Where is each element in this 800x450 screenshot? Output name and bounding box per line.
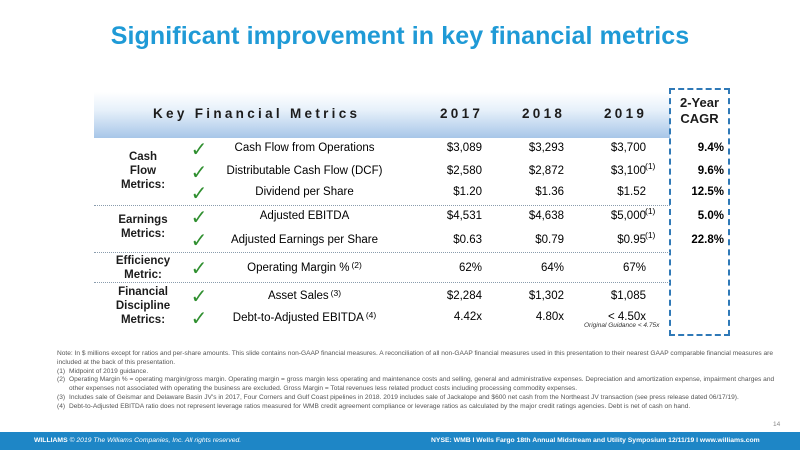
value-2019: < 4.50x — [607, 311, 646, 323]
group-divider — [94, 282, 670, 283]
footnote-marker: (1) — [645, 206, 656, 216]
table-header-label: Key Financial Metrics — [153, 106, 361, 121]
green-checkmark-icon: ✓ — [190, 256, 208, 280]
group-divider — [94, 205, 670, 206]
value-2017: $2,284 — [446, 290, 482, 302]
footnote-item: (1) Midpoint of 2019 guidance. — [57, 367, 149, 375]
cagr-value: 12.5% — [691, 186, 724, 198]
guidance-note: Original Guidance < 4.75x — [584, 322, 660, 329]
metric-label: Operating Margin % (2) — [247, 260, 362, 274]
year-header-2018: 2018 — [522, 106, 566, 121]
footnote-marker: (1) — [645, 230, 656, 240]
green-checkmark-icon: ✓ — [190, 228, 208, 252]
value-2019: 67% — [622, 262, 646, 274]
group-label-earnings: Earnings Metrics: — [118, 214, 168, 240]
value-2018: $0.79 — [535, 234, 564, 246]
footnote-item: (2) Operating Margin % = operating margi… — [57, 376, 775, 393]
group-label-cash-flow: Cash Flow Metrics: — [120, 151, 166, 191]
footer-copyright: WILLIAMS © 2019 The Williams Companies, … — [34, 437, 241, 444]
footnote-item: (4) Debt-to-Adjusted EBITDA ratio does n… — [57, 402, 691, 410]
value-2019: $3,700 — [610, 142, 646, 154]
cagr-header-line2: CAGR — [680, 111, 719, 126]
year-header-2019: 2019 — [604, 106, 648, 121]
slide-title: Significant improvement in key financial… — [110, 22, 690, 50]
green-checkmark-icon: ✓ — [190, 205, 208, 229]
value-2019: $1,085 — [610, 290, 646, 302]
group-divider — [94, 252, 670, 253]
value-2018: $3,293 — [528, 142, 564, 154]
footnote-marker: (3) — [330, 288, 342, 298]
value-2018: $1,302 — [528, 290, 564, 302]
metric-label: Dividend per Share — [255, 186, 354, 198]
green-checkmark-icon: ✓ — [190, 284, 208, 308]
green-checkmark-icon: ✓ — [190, 137, 208, 161]
green-checkmark-icon: ✓ — [190, 160, 208, 184]
table-header-band — [94, 92, 670, 138]
group-label-efficiency: Efficiency Metric: — [115, 255, 171, 281]
value-2018: 64% — [540, 262, 564, 274]
value-2017: $2,580 — [446, 165, 482, 177]
green-checkmark-icon: ✓ — [190, 306, 208, 330]
cagr-header-line1: 2-Year — [679, 95, 720, 110]
cagr-header: 2-Year CAGR — [671, 95, 728, 127]
footer-bar — [0, 432, 800, 450]
metric-label: Adjusted Earnings per Share — [230, 234, 379, 246]
footnote-item: (3) Includes sale of Geismar and Delawar… — [57, 393, 739, 401]
value-2018: $4,638 — [528, 210, 564, 222]
brand-name: WILLIAMS — [34, 437, 68, 444]
value-2017: 4.42x — [453, 311, 482, 323]
metric-label: Debt-to-Adjusted EBITDA (4) — [232, 310, 377, 324]
footnote-marker: (4) — [365, 310, 377, 320]
notes-intro: Note: In $ millions except for ratios an… — [57, 350, 774, 366]
cagr-value: 5.0% — [697, 210, 724, 222]
green-checkmark-icon: ✓ — [190, 181, 208, 205]
value-2017: 62% — [458, 262, 482, 274]
value-2018: 4.80x — [535, 311, 564, 323]
metric-label: Distributable Cash Flow (DCF) — [226, 165, 383, 177]
footnotes: Note: In $ millions except for ratios an… — [57, 350, 777, 412]
cagr-value: 22.8% — [691, 234, 724, 246]
cagr-value: 9.4% — [697, 142, 724, 154]
metric-label: Adjusted EBITDA — [259, 210, 350, 222]
cagr-highlight-box — [669, 88, 730, 336]
group-label-financial-discipline: Financial Discipline Metrics: — [115, 286, 171, 326]
metric-label: Asset Sales (3) — [267, 288, 342, 302]
value-2019: $0.95 — [617, 234, 646, 246]
value-2019: $3,100 — [610, 165, 646, 177]
metric-label: Cash Flow from Operations — [234, 142, 375, 154]
value-2017: $1.20 — [453, 186, 482, 198]
value-2017: $0.63 — [453, 234, 482, 246]
copyright-text: © 2019 The Williams Companies, Inc. All … — [69, 437, 242, 444]
year-header-2017: 2017 — [440, 106, 484, 121]
footer-event-info: NYSE: WMB I Wells Fargo 18th Annual Mids… — [431, 437, 760, 444]
value-2018: $2,872 — [528, 165, 564, 177]
value-2017: $3,089 — [446, 142, 482, 154]
value-2017: $4,531 — [446, 210, 482, 222]
value-2018: $1.36 — [535, 186, 564, 198]
footnote-marker: (1) — [645, 161, 656, 171]
cagr-value: 9.6% — [697, 165, 724, 177]
page-number: 14 — [773, 421, 781, 428]
footnote-marker: (2) — [351, 260, 362, 270]
value-2019: $1.52 — [617, 186, 646, 198]
value-2019: $5,000 — [610, 210, 646, 222]
